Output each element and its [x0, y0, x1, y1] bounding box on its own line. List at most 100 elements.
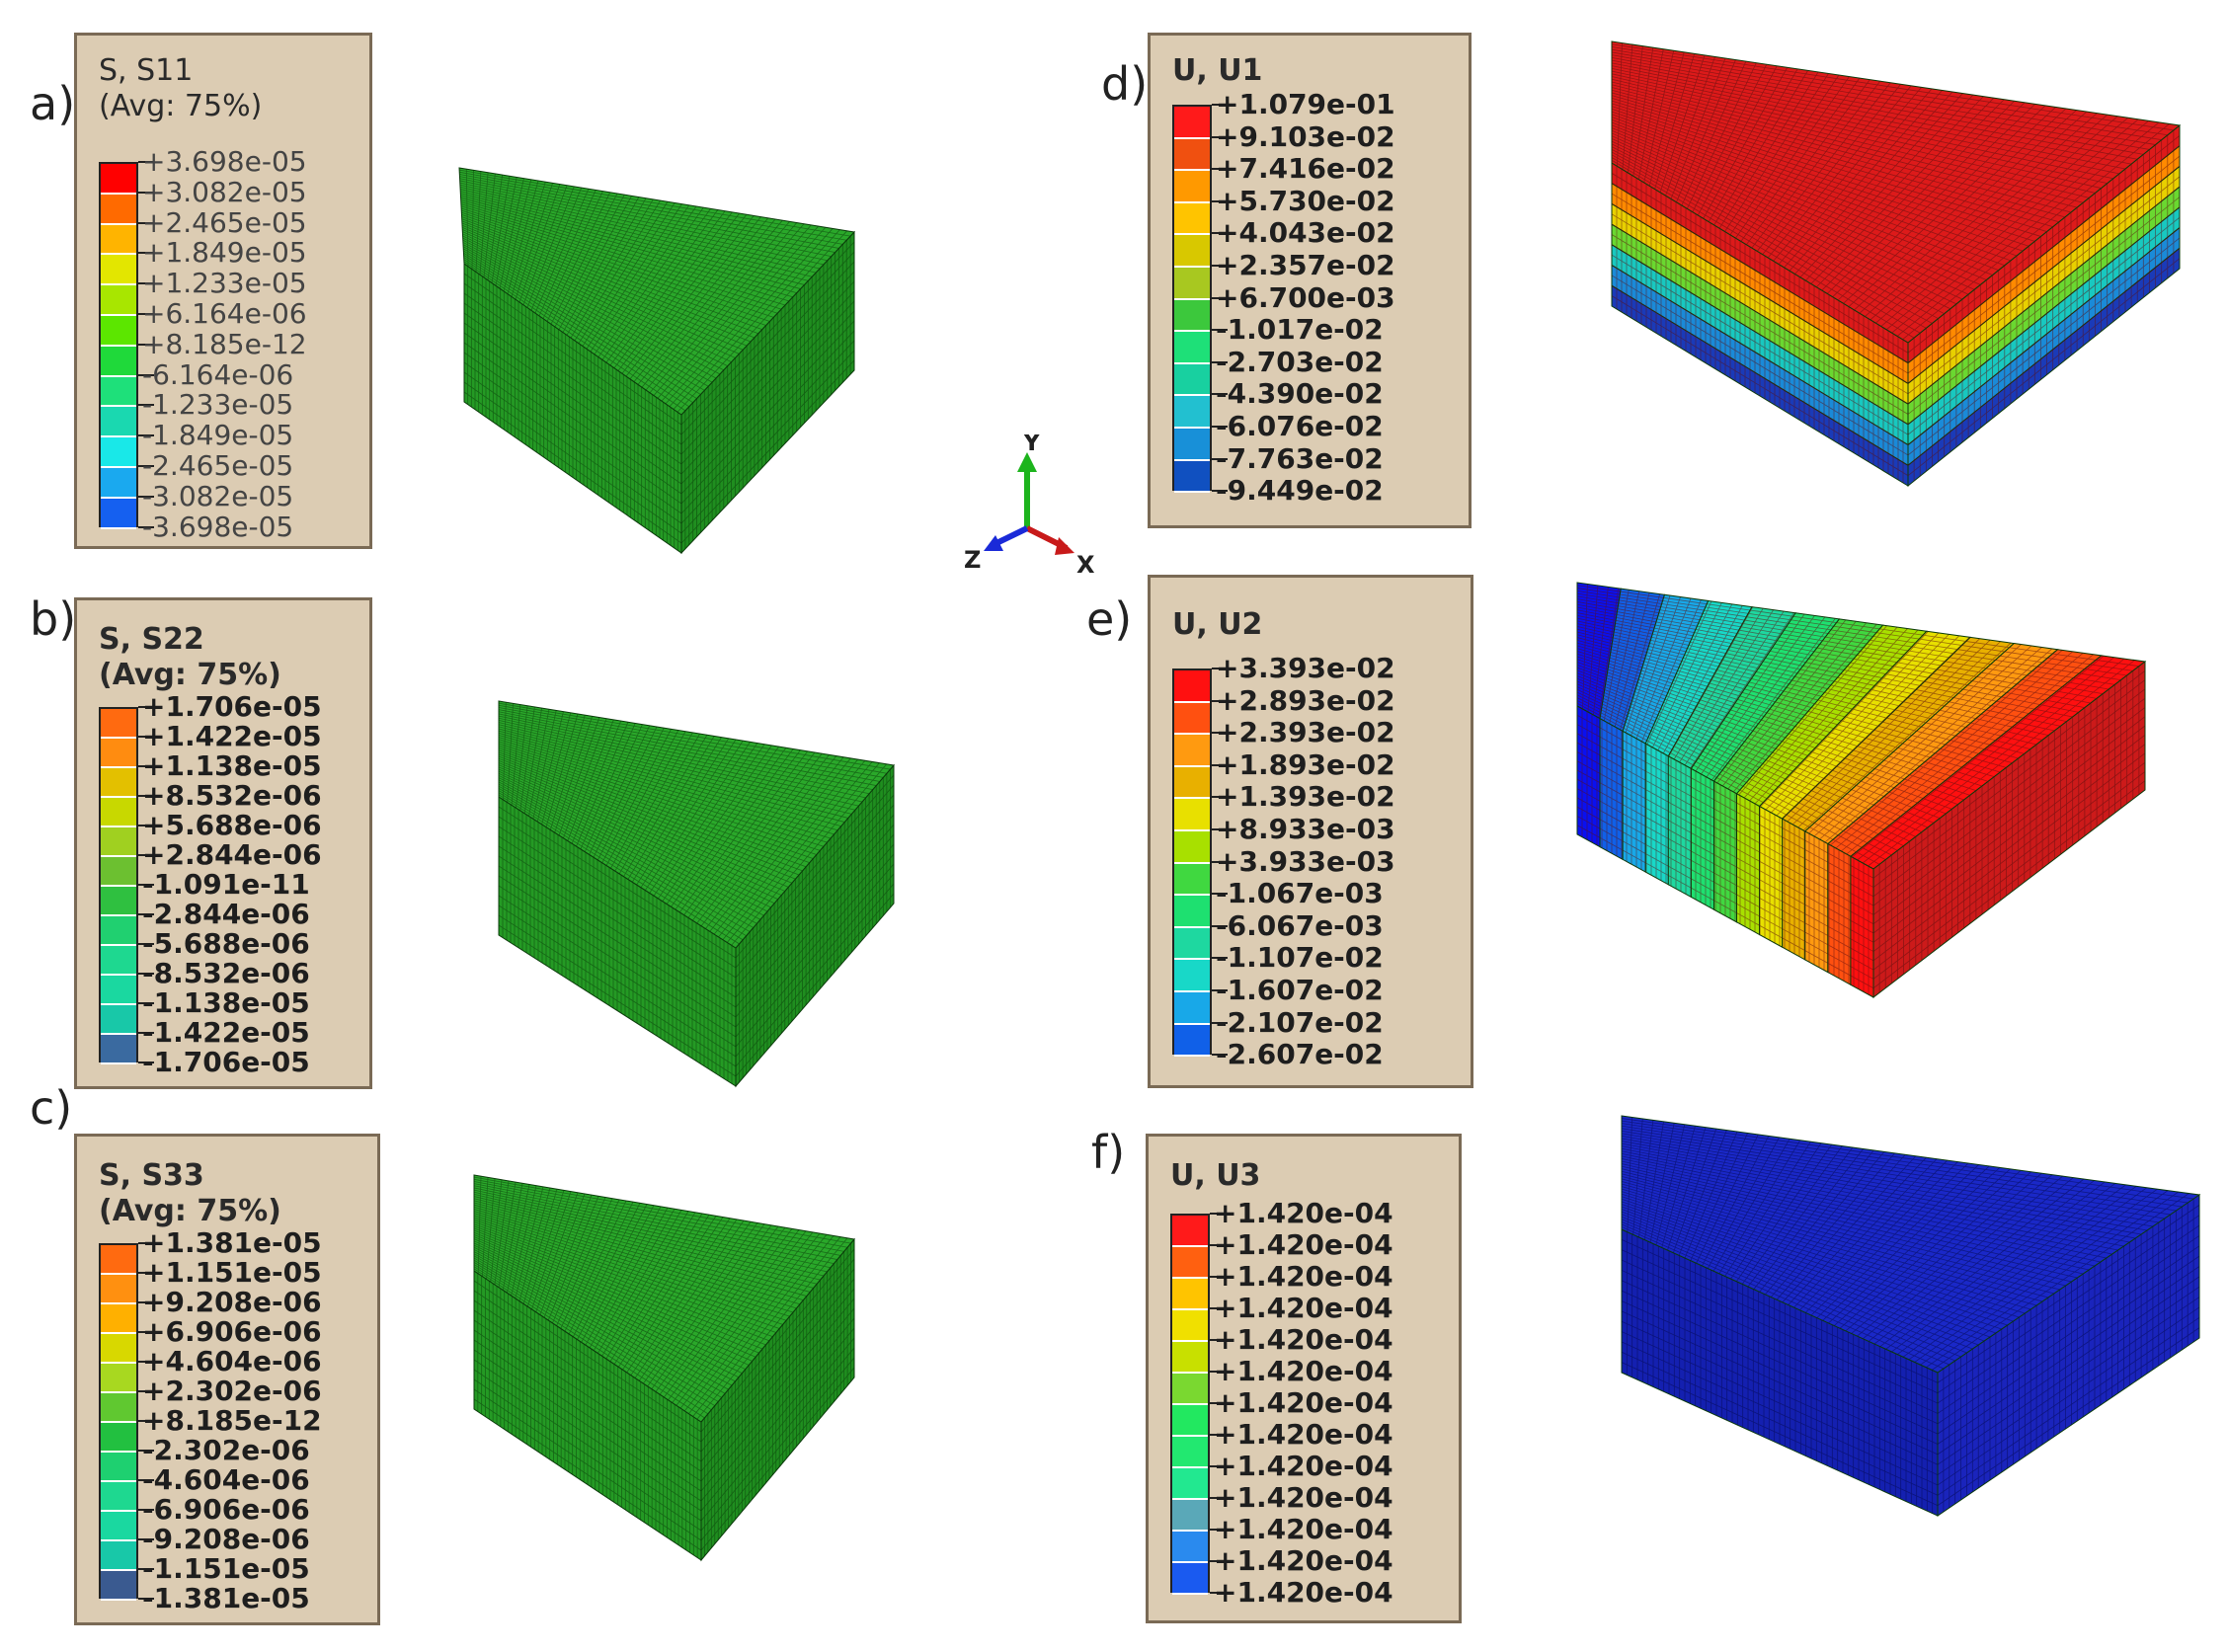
legend-tick	[138, 706, 154, 708]
legend-value: -6.067e-03	[1216, 908, 1384, 942]
legend-tick	[138, 1361, 154, 1363]
color-band	[1174, 927, 1210, 961]
mesh-grid	[498, 702, 891, 946]
color-band	[1174, 171, 1210, 203]
legend-tick	[138, 1242, 154, 1244]
mesh-grid	[1872, 666, 2146, 993]
panel-label-a: a)	[30, 77, 76, 130]
mesh-grid	[1621, 1231, 1939, 1514]
color-band	[1172, 1500, 1208, 1532]
mesh-grid	[1576, 584, 2139, 867]
legend-title: U, U3	[1170, 1158, 1261, 1193]
color-band	[101, 468, 136, 499]
color-band	[1174, 1024, 1210, 1058]
color-band	[1172, 1468, 1208, 1500]
legend-value: +1.420e-04	[1214, 1513, 1393, 1545]
color-band	[101, 1423, 136, 1453]
legend-value: -8.532e-06	[142, 957, 310, 989]
legend-value: +1.849e-05	[142, 236, 307, 270]
legend-tick	[1212, 668, 1228, 669]
legend-tick	[1210, 1434, 1226, 1436]
color-band	[1172, 1563, 1208, 1595]
legend-value: +1.706e-05	[142, 690, 322, 723]
legend-value: +1.420e-04	[1214, 1386, 1393, 1419]
model-s33	[473, 1174, 855, 1562]
color-band	[101, 407, 136, 438]
color-bar	[1170, 1214, 1210, 1595]
legend-tick	[1212, 104, 1228, 106]
legend-value: +2.893e-02	[1216, 683, 1395, 717]
color-band	[101, 376, 136, 408]
mesh-grid	[735, 769, 895, 1082]
legend-value: +8.185e-12	[142, 327, 307, 360]
legend-value: +5.688e-06	[142, 809, 322, 841]
color-band	[101, 1482, 136, 1512]
color-band	[101, 976, 136, 1005]
legend-title: U, U1	[1172, 53, 1263, 88]
mesh-grid	[1937, 1199, 2200, 1512]
color-band	[1172, 1279, 1208, 1310]
color-band	[1174, 429, 1210, 461]
color-band	[1172, 1405, 1208, 1437]
color-band	[1172, 1374, 1208, 1405]
color-band	[1172, 1310, 1208, 1342]
legend-tick	[138, 221, 154, 224]
legend-tick	[1212, 957, 1228, 960]
legend-value: +2.302e-06	[142, 1375, 322, 1407]
legend-value: +6.164e-06	[142, 297, 307, 330]
color-band	[101, 1005, 136, 1035]
color-band	[1174, 107, 1210, 139]
legend-tick	[1210, 1560, 1226, 1562]
legend-value: -1.607e-02	[1216, 974, 1384, 1006]
legend-tick	[138, 161, 154, 163]
legend-tick	[1210, 1402, 1226, 1404]
color-bar	[99, 1243, 138, 1601]
legend-tick	[1212, 457, 1228, 460]
legend-value: +3.933e-03	[1216, 844, 1395, 878]
legend-value: +1.422e-05	[142, 720, 322, 752]
legend-tick	[138, 854, 154, 856]
color-band	[101, 437, 136, 468]
legend-tick	[138, 465, 154, 467]
legend-value: -6.906e-06	[142, 1493, 310, 1526]
legend-value: -2.607e-02	[1216, 1038, 1384, 1071]
legend-value: -9.208e-06	[142, 1523, 310, 1555]
legend-value: +2.357e-02	[1216, 249, 1395, 281]
legend-tick	[1212, 426, 1228, 428]
color-band	[101, 346, 136, 377]
legend-tick	[1210, 1592, 1226, 1594]
color-band	[1174, 363, 1210, 397]
color-band	[1174, 202, 1210, 236]
mesh-grid	[1907, 129, 2181, 482]
legend-tick	[138, 1301, 154, 1303]
color-band	[1174, 863, 1210, 897]
legend-tick	[1212, 393, 1228, 396]
legend-value: +3.393e-02	[1216, 652, 1395, 684]
legend-u2: U, U2 +3.393e-02 +2.893e-02 +2.393e-02 +1.89…	[1148, 575, 1473, 1088]
legend-value: +1.420e-04	[1214, 1576, 1393, 1609]
legend-value: +1.420e-04	[1214, 1228, 1393, 1261]
legend-tick	[138, 1062, 154, 1063]
legend-value: -2.844e-06	[142, 898, 310, 930]
legend-tick	[1212, 989, 1228, 991]
panel-label-b: b)	[30, 592, 77, 646]
legend-u3: U, U3 +1.420e-04 +1.420e-04 +1.420e-04 +1.42…	[1146, 1134, 1462, 1623]
legend-value: +1.138e-05	[142, 749, 322, 782]
color-band	[1172, 1342, 1208, 1374]
legend-title: S, S22	[99, 622, 204, 657]
legend-u1: U, U1 +1.079e-01 +9.103e-02 +7.416e-02 +5.73…	[1148, 33, 1472, 528]
mesh-grid	[1611, 42, 2174, 341]
color-band	[1174, 735, 1210, 767]
legend-tick	[138, 404, 154, 407]
legend-value: +6.906e-06	[142, 1315, 322, 1348]
legend-tick	[1210, 1276, 1226, 1278]
color-band	[1174, 460, 1210, 494]
model-u3	[1621, 1115, 2201, 1517]
color-band	[101, 1571, 136, 1601]
legend-value: +1.420e-04	[1214, 1481, 1393, 1514]
legend-value: +6.700e-03	[1216, 280, 1395, 314]
mesh-grid	[1621, 1117, 2194, 1371]
color-band	[101, 1334, 136, 1364]
legend-value: +1.893e-02	[1216, 747, 1395, 781]
legend-tick	[138, 1420, 154, 1422]
